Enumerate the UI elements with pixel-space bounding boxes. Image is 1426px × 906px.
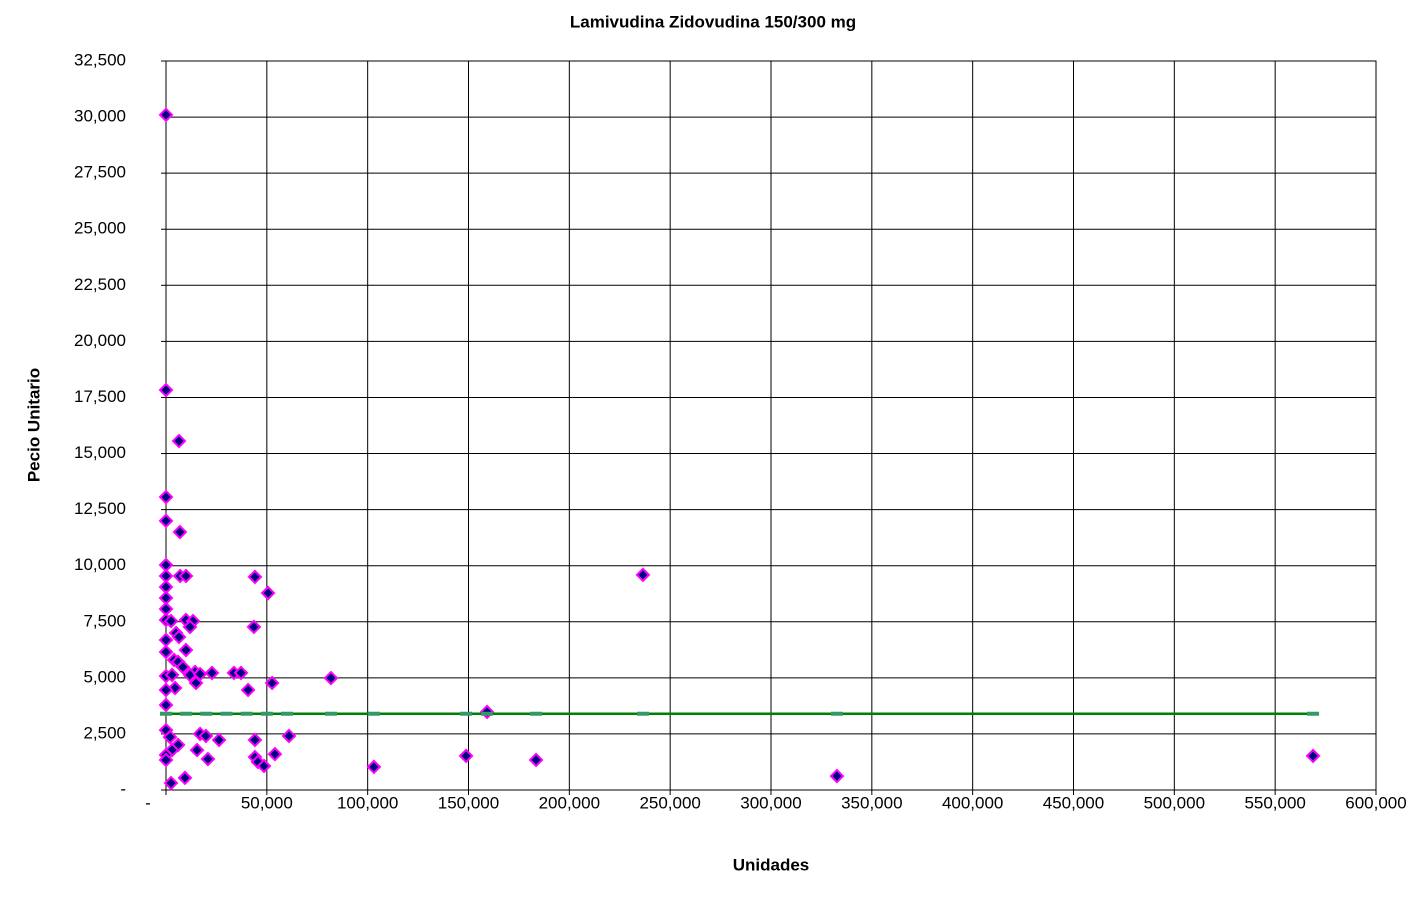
- point: [528, 752, 544, 768]
- point: [189, 742, 205, 758]
- point: [240, 682, 256, 698]
- point: [281, 711, 293, 716]
- y-tick-label: -: [120, 779, 126, 798]
- point: [240, 711, 253, 716]
- x-tick-label: 50,000: [241, 793, 293, 812]
- point: [182, 619, 198, 635]
- point: [158, 513, 174, 529]
- point: [171, 629, 187, 645]
- x-tick-label: 250,000: [639, 793, 700, 812]
- point: [211, 732, 227, 748]
- x-tick-label: 450,000: [1043, 793, 1104, 812]
- point: [162, 729, 178, 745]
- x-tick-label: 400,000: [942, 793, 1003, 812]
- point: [267, 746, 283, 762]
- y-tick-label: 7,500: [83, 611, 126, 630]
- point: [530, 711, 543, 716]
- point: [260, 711, 273, 716]
- point: [163, 613, 179, 629]
- y-tick-label: 12,500: [74, 499, 126, 518]
- point: [250, 754, 266, 770]
- point: [204, 665, 220, 681]
- y-tick-label: 27,500: [74, 163, 126, 182]
- point: [264, 675, 280, 691]
- point: [171, 433, 187, 449]
- x-tick-label: 200,000: [539, 793, 600, 812]
- point: [158, 697, 174, 713]
- point: [367, 711, 380, 716]
- y-tick-label: 32,500: [74, 50, 126, 69]
- point: [636, 711, 649, 716]
- y-axis-label: Pecio Unitario: [24, 368, 43, 482]
- y-tick-label: 2,500: [83, 723, 126, 742]
- point: [281, 728, 297, 744]
- y-tick-label: 22,500: [74, 275, 126, 294]
- point: [178, 642, 194, 658]
- x-tick-label: -: [145, 793, 151, 812]
- point: [247, 732, 263, 748]
- point: [246, 619, 262, 635]
- x-tick-label: 350,000: [841, 793, 902, 812]
- point: [458, 748, 474, 764]
- point: [220, 711, 233, 716]
- point: [177, 770, 193, 786]
- y-tick-label: 5,000: [83, 667, 126, 686]
- y-tick-label: 25,000: [74, 219, 126, 238]
- point: [200, 751, 216, 767]
- point: [233, 665, 249, 681]
- point: [180, 711, 193, 716]
- point: [366, 759, 382, 775]
- point: [163, 775, 179, 791]
- point: [175, 659, 191, 675]
- y-tick-label: 20,000: [74, 331, 126, 350]
- point: [158, 644, 174, 660]
- x-tick-label: 300,000: [740, 793, 801, 812]
- y-tick-label: 10,000: [74, 555, 126, 574]
- point: [260, 585, 276, 601]
- x-tick-label: 500,000: [1144, 793, 1205, 812]
- point: [829, 768, 845, 784]
- chart-title: Lamivudina Zidovudina 150/300 mg: [570, 12, 856, 31]
- point: [160, 711, 172, 716]
- point: [158, 752, 174, 768]
- point: [172, 524, 188, 540]
- point: [256, 758, 272, 774]
- x-tick-label: 100,000: [337, 793, 398, 812]
- point: [158, 382, 174, 398]
- point: [188, 675, 204, 691]
- y-tick-label: 17,500: [74, 387, 126, 406]
- y-tick-label: 15,000: [74, 443, 126, 462]
- x-axis-label: Unidades: [733, 855, 810, 874]
- point: [1307, 711, 1320, 716]
- x-tick-label: 600,000: [1345, 793, 1406, 812]
- point: [830, 711, 843, 716]
- point: [247, 569, 263, 585]
- point: [178, 568, 194, 584]
- point: [164, 667, 180, 683]
- point: [460, 711, 473, 716]
- point: [324, 711, 337, 716]
- point: [158, 489, 174, 505]
- point: [481, 711, 494, 716]
- point: [200, 711, 213, 716]
- point: [635, 567, 651, 583]
- y-tick-label: 30,000: [74, 107, 126, 126]
- x-tick-label: 150,000: [438, 793, 499, 812]
- point: [158, 107, 174, 123]
- point: [1305, 748, 1321, 764]
- point: [198, 728, 214, 744]
- x-tick-label: 550,000: [1244, 793, 1305, 812]
- point: [158, 682, 174, 698]
- point: [323, 670, 339, 686]
